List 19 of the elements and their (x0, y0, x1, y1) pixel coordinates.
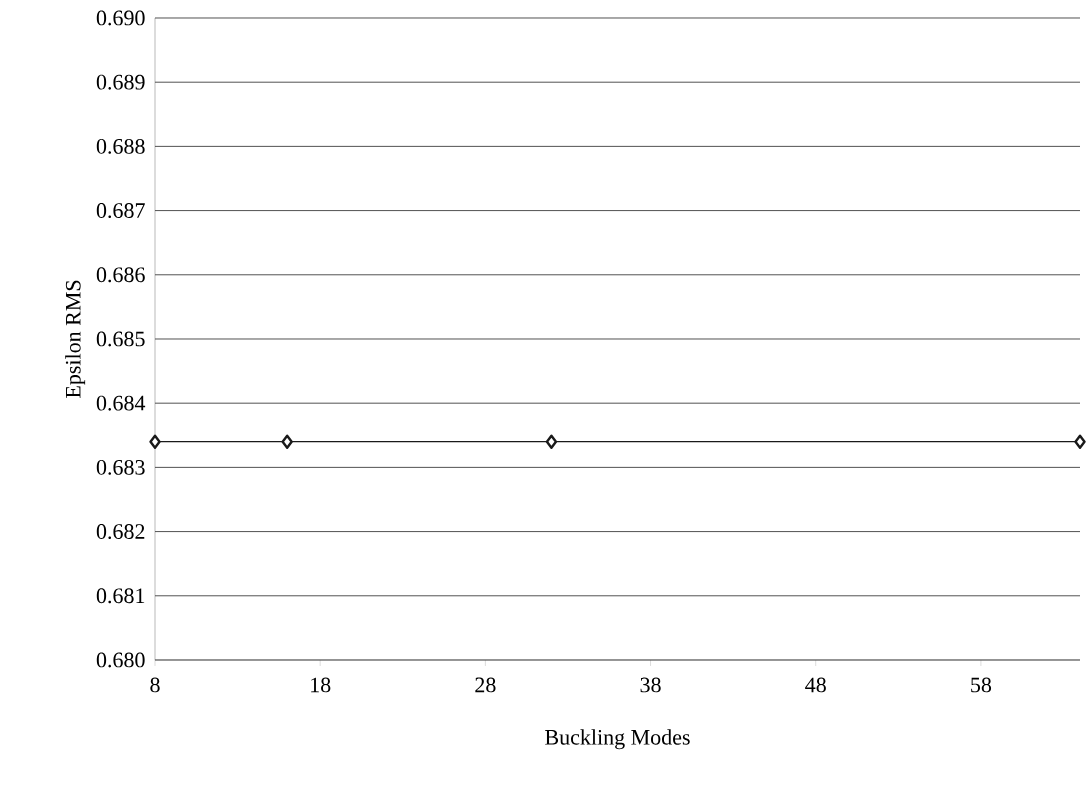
x-tick-label: 8 (150, 677, 160, 693)
y-axis-title: Epsilon RMS (65, 280, 86, 398)
y-tick-label: 0.685 (96, 331, 145, 347)
y-tick-label: 0.687 (96, 203, 145, 219)
x-tick-label: 48 (805, 677, 826, 693)
y-tick-label: 0.683 (96, 459, 145, 475)
x-tick-label: 38 (640, 677, 661, 693)
y-tick-label: 0.681 (96, 588, 145, 604)
x-tick-label: 28 (475, 677, 496, 693)
x-tick-label: 58 (971, 677, 992, 693)
x-axis-title: Buckling Modes (545, 729, 690, 750)
y-tick-label: 0.689 (96, 74, 145, 90)
x-tick-label: 18 (311, 677, 331, 693)
y-tick-label: 0.686 (96, 267, 145, 283)
y-tick-label: 0.684 (96, 395, 146, 411)
y-tick-label: 0.680 (96, 652, 145, 668)
y-tick-label: 0.688 (96, 138, 145, 154)
y-tick-label: 0.690 (96, 10, 145, 26)
y-tick-label: 0.682 (96, 524, 145, 540)
